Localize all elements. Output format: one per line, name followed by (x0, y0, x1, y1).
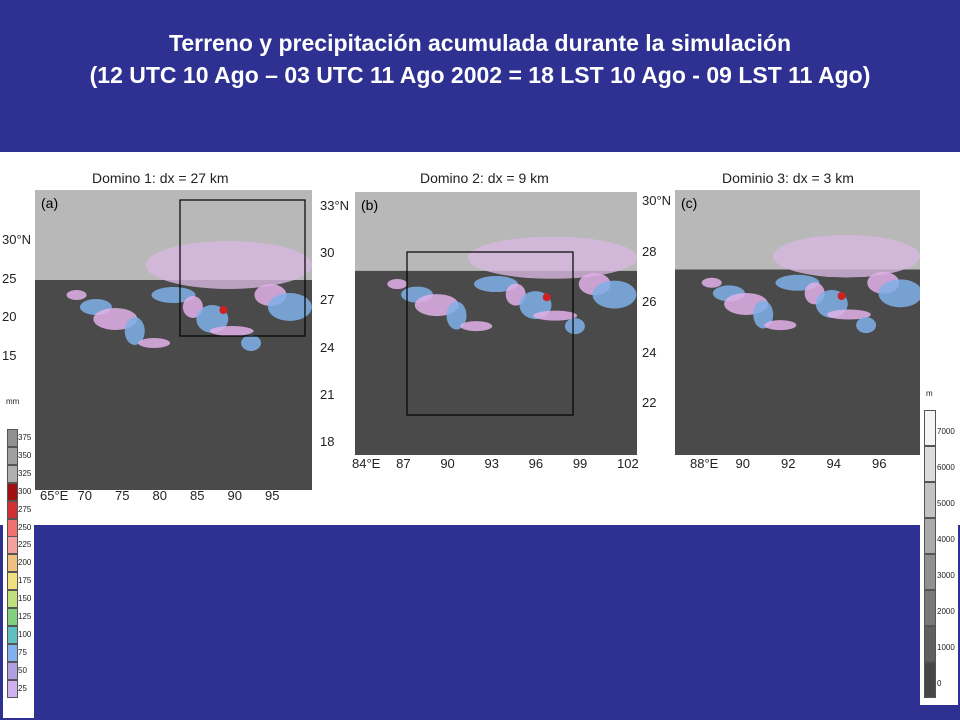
legend-label: 325 (18, 468, 32, 478)
legend-swatch (7, 482, 18, 501)
panel-label: Domino 2: dx = 9 km (420, 170, 549, 186)
legend-swatch (7, 590, 18, 609)
lon-label: 99 (572, 456, 588, 471)
lat-label: 33°N (320, 198, 350, 213)
lon-label: 75 (115, 488, 130, 503)
legend-label: 50 (18, 665, 27, 675)
panel-tag: (b) (361, 197, 378, 213)
lon-label: 94 (826, 456, 841, 471)
legend-swatch (924, 518, 936, 554)
legend-label: 2000 (937, 607, 955, 616)
lon-label: 90 (227, 488, 242, 503)
legend-swatch (7, 661, 18, 680)
legend-label: 75 (18, 647, 27, 657)
panel-label: Domino 1: dx = 27 km (92, 170, 229, 186)
legend-label: 6000 (937, 463, 955, 472)
legend-swatch (7, 500, 18, 519)
lon-label: 96 (528, 456, 544, 471)
legend-swatch (7, 679, 18, 698)
panel-tag: (c) (681, 195, 697, 211)
lat-label: 20 (2, 309, 17, 325)
legend-swatch (7, 518, 18, 537)
legend-swatch (924, 446, 936, 482)
legend-label: 100 (18, 629, 32, 639)
lat-label: 27 (320, 292, 335, 308)
legend-swatch (7, 446, 18, 465)
lat-label: 30 (320, 245, 335, 261)
lat-label: 25 (2, 270, 17, 286)
legend-swatch (924, 626, 936, 662)
lat-label: 26 (642, 294, 657, 309)
lon-label: 102 (617, 456, 639, 471)
title: Terreno y precipitación acumulada durant… (168, 30, 792, 56)
legend-label: 200 (18, 558, 32, 568)
lon-label: 80 (152, 488, 167, 503)
lon-label: 85 (190, 488, 205, 503)
legend-label: 3000 (937, 571, 955, 580)
legend-label: 175 (18, 576, 32, 586)
legend-label: 4000 (937, 535, 955, 544)
lon-label: 93 (484, 456, 499, 471)
lat-label: 28 (642, 243, 657, 259)
legend-swatch (7, 572, 18, 591)
map: (b) (355, 192, 637, 455)
legend-swatch (7, 625, 18, 644)
lat-label: 24 (320, 339, 335, 355)
legend-label: 275 (18, 504, 32, 514)
legend-label: 7000 (937, 427, 955, 436)
lon-label: 92 (781, 456, 796, 471)
lon-label: 95 (265, 488, 280, 503)
lon-label: 84°E (352, 456, 381, 471)
legend-label: 375 (18, 433, 32, 442)
lat-label: 22 (642, 395, 657, 410)
lat-label: 30°N (642, 193, 672, 208)
lat-label: 24 (642, 344, 657, 360)
legend-label: 5000 (937, 499, 955, 508)
legend-label: 350 (18, 450, 32, 460)
legend-swatch (7, 429, 18, 447)
legend-unit: mm (6, 397, 20, 406)
lon-label: 90 (735, 456, 750, 471)
legend-label: 0 (937, 679, 942, 688)
legend-label: 300 (18, 486, 32, 496)
legend-swatch (924, 482, 936, 518)
legend-label: 150 (18, 594, 32, 604)
legend-label: 1000 (937, 643, 955, 652)
legend-swatch (924, 410, 936, 446)
map: (a) (35, 190, 312, 490)
lon-label: 87 (396, 456, 411, 471)
panel-label: Dominio 3: dx = 3 km (722, 170, 854, 186)
legend-swatch (7, 554, 18, 573)
lon-label: 70 (77, 488, 92, 503)
legend-label: 225 (18, 540, 32, 550)
lon-label: 90 (440, 456, 455, 471)
legend-swatch (7, 464, 18, 483)
lon-label: 88°E (690, 456, 719, 471)
legend-unit: m (926, 389, 933, 398)
legend-swatch (7, 608, 18, 626)
legend-swatch (924, 662, 936, 698)
legend-swatch (924, 554, 936, 590)
lat-label: 18 (320, 434, 335, 449)
panel-tag: (a) (41, 195, 58, 211)
lat-label: 30°N (2, 232, 32, 247)
legend-swatch (7, 536, 18, 555)
title: (12 UTC 10 Ago – 03 UTC 11 Ago 2002 = 18… (89, 62, 871, 88)
lon-label: 96 (872, 456, 887, 471)
map: (c) (675, 190, 920, 455)
lat-label: 21 (320, 386, 335, 402)
legend-label: 25 (18, 683, 27, 693)
lat-label: 15 (2, 348, 17, 363)
lon-label: 65°E (40, 488, 69, 503)
legend-label: 125 (18, 612, 32, 621)
legend-label: 250 (18, 522, 32, 532)
legend-swatch (924, 590, 936, 626)
legend-swatch (7, 643, 18, 662)
